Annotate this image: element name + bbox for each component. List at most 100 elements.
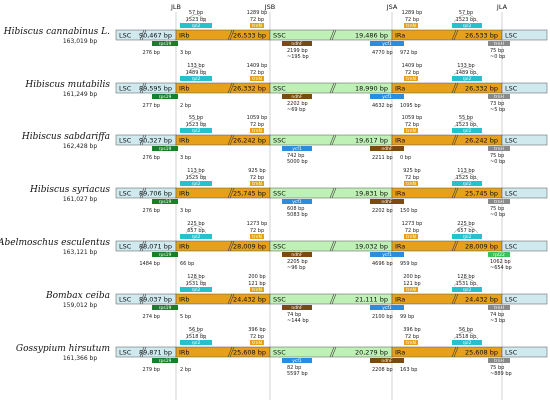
region-label-ssc: SSC: [273, 296, 286, 304]
gene-rpl2: [180, 340, 212, 345]
break-mark: [139, 293, 145, 305]
bracket: [453, 119, 479, 128]
bracket: [453, 331, 479, 340]
break-mark: [141, 293, 147, 305]
region-length-irb: 25,745 bp: [233, 190, 266, 198]
region-length-lsc: 90,327 bp: [139, 137, 172, 145]
top-len: 72 bp: [250, 122, 264, 128]
junction-label-jla: JLA: [496, 3, 508, 11]
gene-trnN: [404, 234, 418, 239]
region-label-ira: IRa: [395, 190, 405, 198]
gene-rpl2: [452, 340, 482, 345]
genome-length: 161,027 bp: [63, 196, 98, 203]
top-len: 72 bp: [250, 175, 264, 181]
break-mark: [141, 29, 147, 41]
break-mark: [139, 82, 145, 94]
gene-label: rpl22: [493, 252, 505, 258]
gene-rpl2: [180, 23, 212, 28]
gene-trnN: [404, 340, 418, 345]
gene-rpl2: [452, 181, 482, 186]
region-label-ssc: SSC: [273, 349, 286, 357]
top-len: 657 bp: [187, 228, 204, 234]
gene-rpl2: [452, 234, 482, 239]
bottom-len: 1062 bp: [490, 259, 511, 265]
gene-label: trnH: [494, 146, 504, 152]
region-length-lsc: 89,595 bp: [139, 85, 172, 93]
break-mark: [329, 29, 335, 41]
gene-label: ndhF: [381, 199, 393, 205]
bottom-len: 742 bp: [287, 153, 304, 159]
gene-label: trnN: [406, 128, 416, 134]
gene-label: trnN: [406, 76, 416, 82]
species-name: Hibiscus syriacus: [29, 185, 110, 195]
region-length-irb: 26,242 bp: [233, 137, 266, 145]
region-length-irb: 24,432 bp: [233, 296, 266, 304]
region-lsc-end: [501, 240, 548, 252]
region-length-ira: 28,009 bp: [465, 243, 498, 251]
bottom-len: 75 bp: [490, 365, 504, 371]
top-len: 1409 bp: [247, 63, 268, 69]
break-mark: [229, 293, 235, 305]
region-length-ssc: 19,032 bp: [355, 243, 388, 251]
bottom-len: 2211 bp: [372, 155, 393, 161]
gene-label: ycf1: [382, 252, 392, 258]
bottom-len: 74 bp: [287, 312, 301, 318]
gene-label: ndhF: [381, 358, 393, 364]
bottom-len: 75 bp: [490, 153, 504, 159]
top-len: 1523 bp: [456, 17, 477, 23]
gene-label: ndhF: [291, 252, 303, 258]
break-mark: [451, 240, 457, 252]
gene-trnH: [488, 41, 510, 46]
top-len: 72 bp: [405, 175, 419, 181]
gene-ndhF: [282, 305, 312, 310]
top-len: 72 bp: [405, 17, 419, 23]
gene-label: rpl2: [463, 340, 472, 346]
top-len: 72 bp: [250, 334, 264, 340]
break-mark: [329, 293, 335, 305]
top-len: 72 bp: [405, 70, 419, 76]
region-label-lsc: LSC: [119, 243, 132, 251]
species-name: Gossypium hirsutum: [16, 344, 110, 354]
top-len: 56 bp: [459, 327, 473, 333]
species-name: Hibiscus cannabinus L.: [3, 27, 110, 37]
bracket: [185, 119, 207, 128]
gene-trnH: [488, 305, 510, 310]
break-mark: [229, 240, 235, 252]
region-label-ssc: SSC: [273, 32, 286, 40]
top-len: 396 bp: [248, 327, 265, 333]
top-len: 72 bp: [405, 122, 419, 128]
break-mark: [227, 82, 233, 94]
bottom-len: 3 bp: [180, 208, 191, 214]
bottom-len: ~0 bp: [490, 159, 505, 165]
break-mark: [331, 82, 337, 94]
break-mark: [331, 293, 337, 305]
region-label-ira: IRa: [395, 32, 405, 40]
bottom-len: 2 bp: [180, 103, 191, 109]
bottom-len: 276 bp: [143, 208, 160, 214]
break-mark: [329, 187, 335, 199]
bottom-len: 99 bp: [400, 314, 414, 320]
break-mark: [451, 187, 457, 199]
top-len: 72 bp: [405, 334, 419, 340]
top-len: 1518 bp: [186, 334, 207, 340]
junction-label-jsb: JSB: [264, 3, 276, 11]
gene-trnH: [488, 358, 510, 363]
break-mark: [329, 134, 335, 146]
top-len: 925 bp: [248, 168, 265, 174]
gene-rpl2: [180, 234, 212, 239]
top-len: 1489 bp: [456, 70, 477, 76]
top-len: 1489 bp: [186, 70, 207, 76]
region-label-irb: IRb: [179, 349, 190, 357]
top-len: 57 bp: [189, 10, 203, 16]
gene-rpl2: [452, 128, 482, 133]
gene-label: trnH: [494, 94, 504, 100]
region-length-irb: 28,009 bp: [233, 243, 266, 251]
region-label-ssc: SSC: [273, 85, 286, 93]
bottom-len: ~195 bp: [287, 54, 309, 60]
region-length-ira: 26,332 bp: [465, 85, 498, 93]
bottom-len: 3 bp: [180, 50, 191, 56]
bottom-len: 75 bp: [490, 48, 504, 54]
gene-ndhF: [282, 94, 312, 99]
